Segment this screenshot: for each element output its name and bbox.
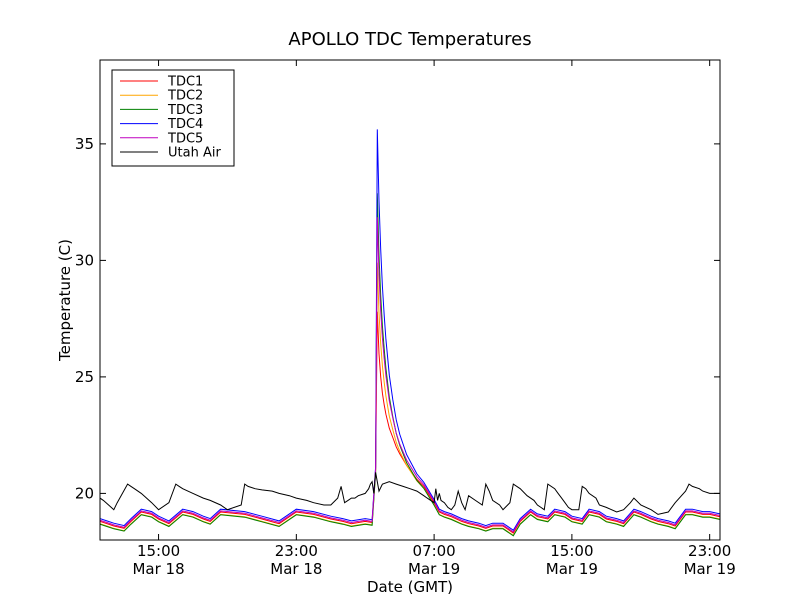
legend-box: [111, 69, 235, 167]
series-layer: [100, 129, 720, 537]
x-tick-time-label: 15:00: [137, 542, 180, 560]
legend-label: TDC1: [167, 75, 203, 90]
x-tick-date-label: Mar 19: [684, 560, 736, 578]
y-axis-label: Temperature (C): [56, 239, 74, 362]
series-line-tdc2: [100, 262, 720, 537]
series-line-tdc3: [100, 193, 720, 537]
x-tick-time-label: 23:00: [275, 542, 318, 560]
series-line-tdc5: [100, 217, 720, 533]
x-tick-time-label: 07:00: [412, 542, 455, 560]
x-tick-date-label: Mar 18: [132, 560, 184, 578]
plot-frame: [99, 59, 721, 541]
chart-title: APOLLO TDC Temperatures: [288, 29, 531, 50]
legend-label: Utah Air: [168, 146, 221, 161]
series-line-tdc4: [100, 129, 720, 531]
y-tick-label: 20: [75, 484, 94, 502]
x-tick-date-label: Mar 18: [270, 560, 322, 578]
x-axis-label: Date (GMT): [367, 578, 453, 596]
y-tick-label: 25: [75, 368, 94, 386]
series-line-utah-air: [100, 472, 720, 515]
legend-label: TDC5: [167, 131, 203, 146]
x-tick-time-label: 23:00: [688, 542, 731, 560]
x-tick-date-label: Mar 19: [546, 560, 598, 578]
y-tick-label: 35: [75, 135, 94, 153]
y-tick-label: 30: [75, 251, 94, 269]
legend-label: TDC3: [167, 103, 203, 118]
legend-label: TDC4: [167, 117, 203, 132]
x-tick-time-label: 15:00: [550, 542, 593, 560]
legend-label: TDC2: [167, 89, 203, 104]
series-line-tdc1: [100, 311, 720, 534]
x-tick-date-label: Mar 19: [408, 560, 460, 578]
